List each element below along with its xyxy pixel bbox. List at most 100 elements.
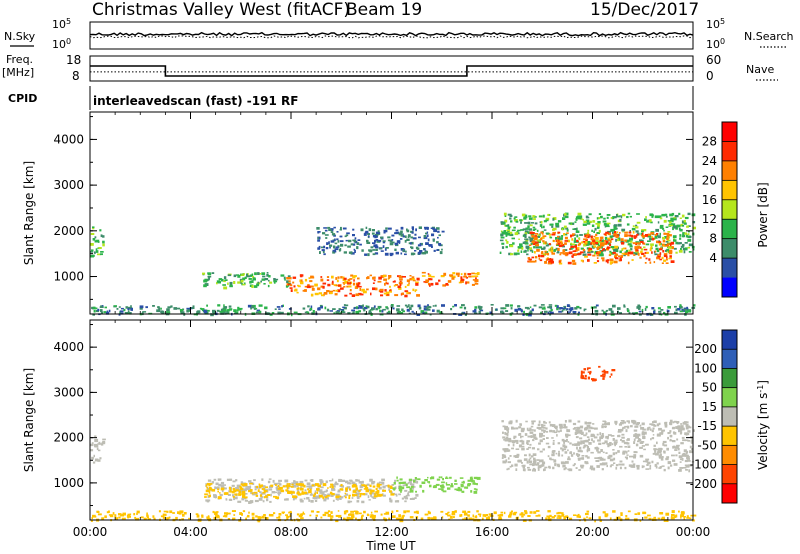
range-gate-cell [656, 256, 660, 260]
range-gate-cell [320, 278, 324, 282]
range-gate-cell [366, 239, 369, 243]
range-gate-cell [301, 513, 306, 515]
range-gate-cell [409, 307, 412, 310]
range-gate-cell [395, 251, 399, 255]
range-gate-cell [555, 225, 560, 228]
range-gate-cell [537, 234, 541, 237]
range-gate-cell [527, 249, 529, 252]
range-gate-cell [593, 436, 598, 439]
range-gate-cell [289, 287, 293, 289]
range-gate-cell [576, 227, 578, 231]
range-gate-cell [621, 228, 626, 232]
range-gate-cell [399, 278, 403, 281]
range-gate-cell [316, 491, 319, 494]
range-gate-cell [94, 445, 97, 448]
range-gate-cell [99, 229, 102, 232]
range-gate-cell [505, 224, 510, 227]
range-gate-cell [378, 239, 382, 242]
range-gate-cell [358, 305, 361, 308]
range-gate-cell [328, 480, 332, 482]
range-gate-cell [436, 249, 439, 251]
range-gate-cell [475, 279, 479, 283]
range-gate-cell [573, 452, 575, 455]
range-gate-cell [575, 429, 580, 432]
range-gate-cell [574, 228, 577, 231]
range-gate-cell [596, 257, 599, 259]
range-gate-cell [439, 251, 443, 255]
range-gate-cell [304, 479, 308, 482]
range-gate-cell [685, 234, 688, 238]
range-gate-cell [641, 445, 645, 447]
range-gate-cell [568, 308, 572, 311]
range-gate-cell [356, 284, 360, 288]
range-gate-cell [296, 488, 300, 492]
range-gate-cell [224, 512, 228, 514]
range-gate-cell [665, 241, 669, 243]
range-gate-cell [158, 510, 161, 513]
range-gate-cell [680, 515, 682, 519]
range-gate-cell [374, 245, 379, 249]
range-gate-cell [563, 225, 567, 229]
range-gate-cell [603, 369, 606, 372]
range-gate-cell [325, 480, 328, 484]
range-gate-cell [633, 438, 636, 442]
range-gate-cell [526, 448, 529, 450]
range-gate-cell [586, 233, 590, 236]
range-gate-cell [682, 248, 685, 251]
range-gate-cell [650, 246, 653, 249]
range-gate-cell [565, 252, 570, 254]
range-gate-cell [586, 516, 588, 519]
range-gate-cell [436, 227, 440, 230]
range-gate-cell [212, 489, 214, 492]
range-gate-cell [576, 253, 580, 256]
range-gate-cell [428, 244, 433, 247]
range-gate-cell [470, 476, 473, 479]
range-gate-cell [296, 492, 299, 495]
range-gate-cell [559, 253, 562, 256]
range-gate-cell [538, 459, 543, 463]
range-gate-cell [557, 236, 560, 238]
range-gate-cell [323, 253, 326, 256]
range-gate-cell [577, 453, 581, 457]
range-gate-cell [366, 305, 370, 309]
range-gate-cell [627, 510, 631, 513]
range-gate-cell [310, 293, 314, 297]
range-gate-cell [562, 245, 565, 248]
range-gate-cell [576, 443, 580, 446]
range-gate-cell [592, 434, 596, 437]
range-gate-cell [624, 239, 628, 242]
range-gate-cell [283, 276, 286, 280]
range-gate-cell [596, 449, 599, 452]
range-gate-cell [567, 311, 571, 313]
range-gate-cell [621, 463, 625, 466]
range-gate-cell [513, 435, 517, 438]
range-gate-cell [607, 434, 612, 436]
range-gate-cell [629, 425, 633, 428]
range-gate-cell [513, 252, 518, 255]
range-gate-cell [678, 212, 681, 215]
range-gate-cell [217, 304, 221, 307]
range-gate-cell [515, 448, 520, 450]
range-gate-cell [409, 275, 412, 277]
cpid-label: CPID [8, 92, 37, 105]
range-gate-cell [625, 429, 628, 433]
range-gate-cell [306, 497, 310, 500]
range-gate-cell [540, 231, 544, 234]
range-gate-cell [586, 243, 590, 246]
range-gate-cell [209, 483, 213, 485]
range-gate-cell [143, 517, 147, 521]
range-gate-cell [349, 289, 352, 292]
range-gate-cell [514, 308, 518, 312]
range-gate-cell [113, 305, 117, 307]
range-gate-cell [604, 225, 607, 228]
range-gate-cell [379, 291, 384, 293]
range-gate-cell [671, 212, 675, 216]
range-gate-cell [580, 375, 584, 378]
range-gate-cell [620, 512, 623, 515]
range-gate-cell [681, 458, 684, 461]
range-gate-cell [201, 514, 204, 517]
range-gate-cell [619, 466, 622, 470]
range-gate-cell [653, 448, 657, 451]
range-gate-cell [686, 225, 689, 228]
range-gate-cell [333, 245, 336, 249]
